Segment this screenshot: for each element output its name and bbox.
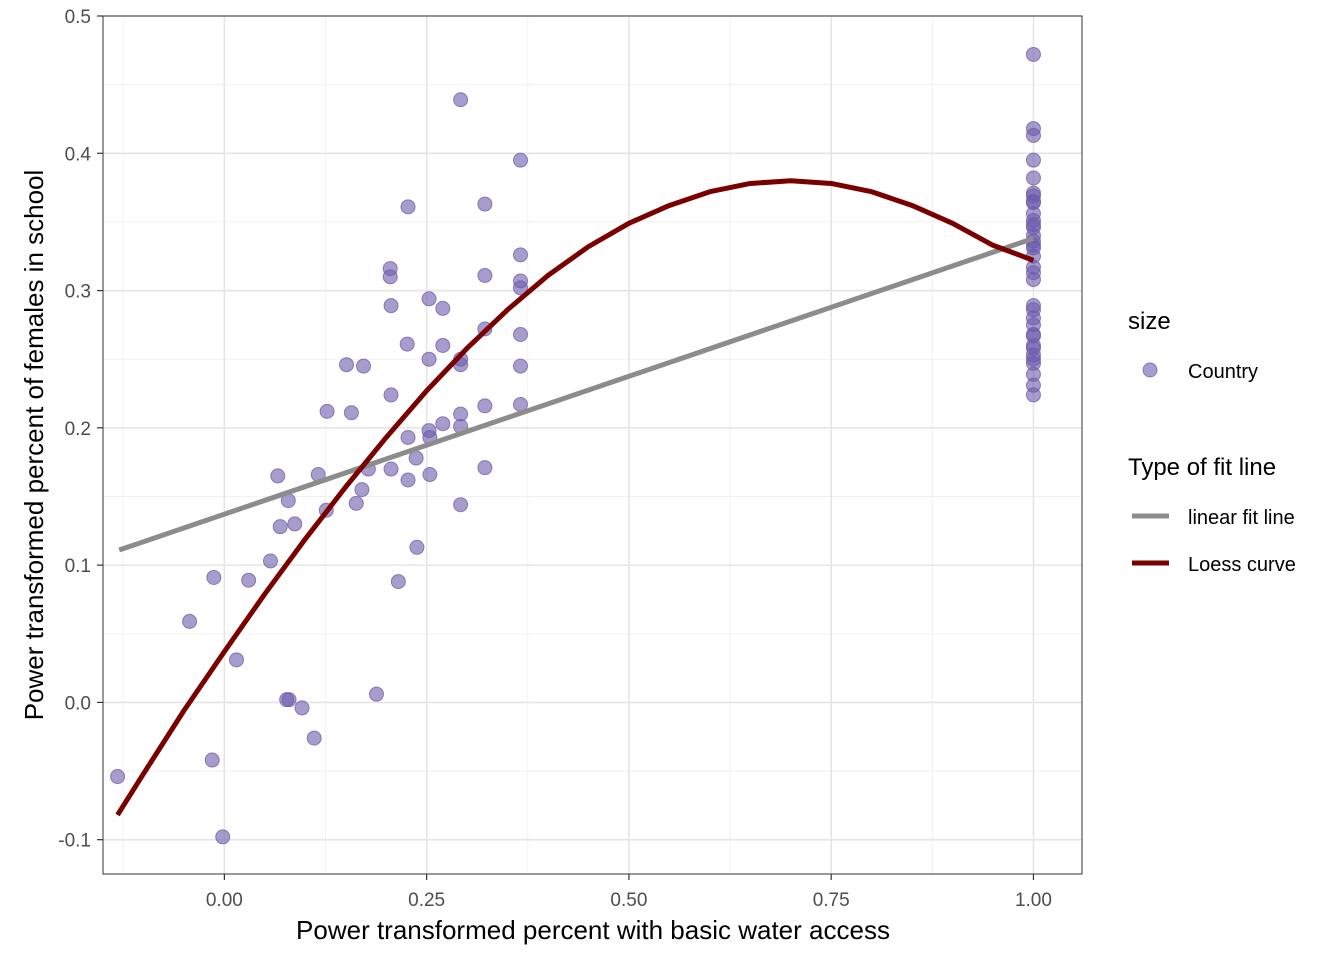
data-point [477,267,493,283]
legend-label-linear: linear fit line [1188,507,1295,529]
data-point [399,336,415,352]
data-point [390,574,406,590]
data-point [1025,46,1041,62]
data-point [435,300,451,316]
x-tick-label: 0.75 [813,890,850,911]
x-tick-label: 0.50 [610,890,647,911]
y-tick-label: 0.5 [65,7,91,28]
y-tick-label: -0.1 [58,831,91,852]
data-point [110,769,126,785]
data-point [343,405,359,421]
data-point [421,291,437,307]
x-axis-label: Power transformed percent with basic wat… [296,915,890,945]
data-point [1025,170,1041,186]
y-tick-label: 0.2 [65,419,91,440]
y-tick-label: 0.3 [65,282,91,303]
data-point [453,92,469,108]
x-tick-label: 0.00 [206,890,243,911]
data-point [182,613,198,629]
plot-panel [103,16,1082,874]
data-point [319,403,335,419]
data-point [400,472,416,488]
loess-curve [115,178,1035,817]
data-point [422,467,438,483]
data-point [477,196,493,212]
data-point [206,569,222,585]
data-point [339,357,355,373]
data-point [477,460,493,476]
data-point [1025,217,1041,233]
y-tick-label: 0.0 [65,693,91,714]
data-point [383,461,399,477]
data-point [435,416,451,432]
y-axis: -0.1 0.0 0.1 0.2 0.3 0.4 0.5 [58,7,103,852]
data-point [435,337,451,353]
data-point [512,358,528,374]
data-point [356,358,372,374]
legend-title-size: size [1128,308,1171,335]
data-point [453,497,469,513]
data-point [409,539,425,555]
y-tick-label: 0.4 [65,144,92,165]
x-axis: 0.00 0.25 0.50 0.75 1.00 [206,874,1052,911]
data-point [421,351,437,367]
data-point [512,152,528,168]
data-point [229,652,244,668]
y-tick-label: 0.1 [65,556,91,577]
points-layer [110,46,1041,845]
legend-point-swatch [1142,362,1158,378]
data-point [512,326,528,342]
legend: size Country Type of fit line linear fit… [1128,308,1296,576]
data-point [1025,127,1041,143]
panel-border [102,15,1083,875]
data-point [281,692,297,708]
data-point [1025,387,1041,403]
y-axis-label: Power transformed percent of females in … [19,170,49,721]
data-point [1025,240,1041,256]
data-point [383,298,399,314]
fit-lines-layer [115,178,1035,817]
data-point [477,398,493,414]
data-point [512,247,528,263]
data-point [400,429,416,445]
data-point [400,199,416,215]
data-point [348,495,364,511]
data-point [1025,265,1041,281]
legend-label-country: Country [1188,361,1258,383]
data-point [383,387,399,403]
data-point [512,280,528,296]
x-tick-label: 0.25 [408,890,445,911]
data-point [354,482,370,498]
data-point [368,686,384,702]
data-point [287,516,303,532]
data-point [272,519,288,535]
x-tick-label: 1.00 [1015,890,1052,911]
data-point [408,450,424,466]
data-point [306,730,322,746]
data-point [215,829,231,845]
legend-title-fit-type: Type of fit line [1128,454,1276,481]
data-point [382,269,398,285]
data-point [241,572,257,588]
linear-fit-line [118,236,1035,553]
data-point [262,553,278,569]
legend-label-loess: Loess curve [1188,554,1296,576]
data-point [1025,195,1041,211]
data-point [294,700,310,716]
data-point [270,468,286,484]
data-point [1025,340,1041,356]
data-point [1025,152,1041,168]
data-point [204,752,220,768]
